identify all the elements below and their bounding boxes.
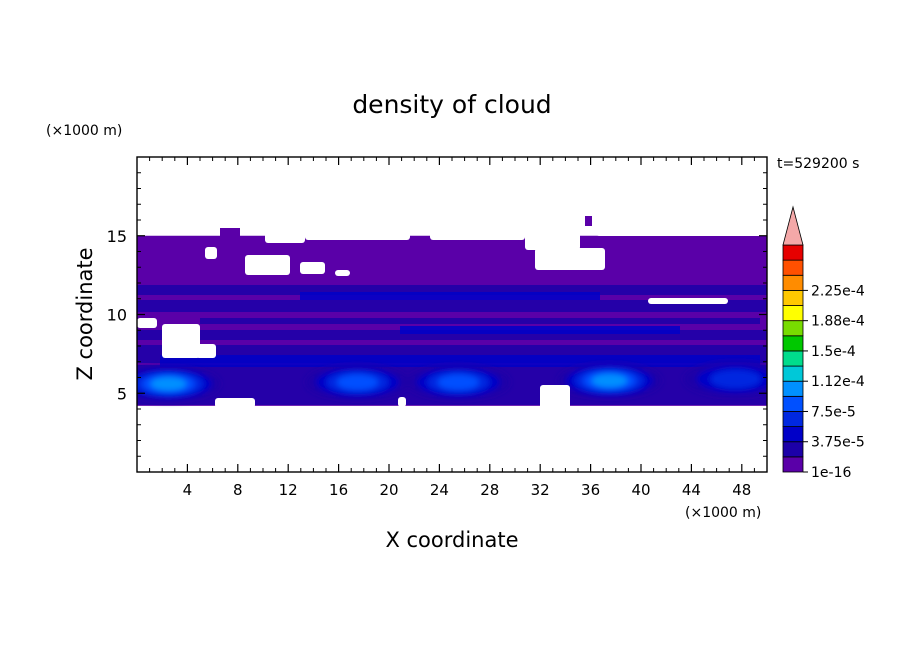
colorbar-segment <box>782 411 804 428</box>
clear-air-gap <box>535 248 605 270</box>
colorbar-label: 3.75e-5 <box>811 435 865 451</box>
density-band <box>400 326 680 334</box>
y-axis-ticks: 5 10 15 <box>107 172 767 457</box>
colorbar-segment <box>782 289 804 306</box>
density-band <box>300 292 600 300</box>
x-tick-label: 24 <box>430 481 449 499</box>
clear-air-gap <box>648 298 728 304</box>
colorbar-segment <box>782 441 804 458</box>
plot-area <box>137 216 767 410</box>
clear-air-gap <box>430 230 525 240</box>
clear-air-gap <box>162 324 200 358</box>
x-tick-label: 48 <box>732 481 751 499</box>
y-tick-label: 10 <box>107 306 127 325</box>
x-tick-label: 28 <box>480 481 499 499</box>
density-band <box>137 285 767 295</box>
x-axis-label: X coordinate <box>385 528 518 552</box>
density-contour <box>437 374 479 390</box>
density-band <box>200 318 760 324</box>
clear-air-gap <box>205 247 217 259</box>
y-tick-label: 15 <box>107 227 127 246</box>
colorbar-segment <box>782 350 804 367</box>
y-unit-label: (×1000 m) <box>46 123 122 139</box>
x-tick-label: 20 <box>379 481 398 499</box>
x-tick-label: 8 <box>233 481 243 499</box>
clear-air-gap <box>300 262 325 274</box>
x-unit-label: (×1000 m) <box>685 505 761 521</box>
colorbar-segment <box>782 380 804 397</box>
clear-air-gap <box>137 318 157 328</box>
clear-air-gap <box>265 231 305 243</box>
colorbar-segment <box>782 365 804 382</box>
colorbar-segment <box>782 456 804 473</box>
x-tick-label: 4 <box>183 481 193 499</box>
cloud-cores <box>137 361 767 402</box>
colorbar-label: 1.5e-4 <box>811 344 856 360</box>
clear-air-gap <box>525 230 580 250</box>
y-axis-label: Z coordinate <box>73 247 97 380</box>
colorbar-segment <box>782 305 804 322</box>
clear-air-gap <box>245 255 290 275</box>
clear-air-gap <box>196 344 216 358</box>
density-contour <box>591 374 628 388</box>
clear-air-gaps <box>137 230 767 410</box>
x-tick-label: 44 <box>682 481 701 499</box>
time-label: t=529200 s <box>777 156 859 172</box>
cloud-top-bump <box>220 228 240 236</box>
colorbar: 1e-16 3.75e-5 7.5e-5 1.12e-4 1.5e-4 1.88e-4 2.… <box>782 205 865 481</box>
colorbar-label: 7.5e-5 <box>811 404 856 420</box>
colorbar-segment <box>782 259 804 276</box>
colorbar-segment <box>782 244 804 261</box>
x-tick-label: 32 <box>531 481 550 499</box>
colorbar-label: 2.25e-4 <box>811 283 865 299</box>
density-band <box>137 300 767 312</box>
clear-air-gap <box>305 230 410 240</box>
colorbar-segment <box>782 335 804 352</box>
colorbar-extend-arrow <box>782 205 804 246</box>
x-tick-label: 36 <box>581 481 600 499</box>
clear-air-gap <box>596 230 767 236</box>
x-tick-label: 40 <box>631 481 650 499</box>
colorbar-segment <box>782 274 804 291</box>
x-tick-label: 16 <box>329 481 348 499</box>
colorbar-label: 1e-16 <box>811 465 851 481</box>
colorbar-label: 1.88e-4 <box>811 314 865 330</box>
density-contour <box>336 374 379 390</box>
x-tick-label: 12 <box>279 481 298 499</box>
clear-air-gap <box>398 397 406 407</box>
x-axis-ticks: 4 8 12 16 20 24 28 32 36 40 44 48 <box>149 157 755 499</box>
y-tick-label: 5 <box>117 384 127 403</box>
colorbar-segment <box>782 426 804 443</box>
density-contour <box>150 377 187 391</box>
colorbar-segment <box>782 320 804 337</box>
colorbar-label: 1.12e-4 <box>811 374 865 390</box>
density-band <box>137 330 767 340</box>
colorbar-segment <box>782 395 804 412</box>
chart-title: density of cloud <box>352 90 551 119</box>
density-contour <box>710 369 761 389</box>
clear-air-gap <box>335 270 350 276</box>
cloud-top-bump <box>585 216 592 226</box>
clear-air-gap <box>215 398 255 408</box>
clear-air-gap <box>540 385 570 410</box>
